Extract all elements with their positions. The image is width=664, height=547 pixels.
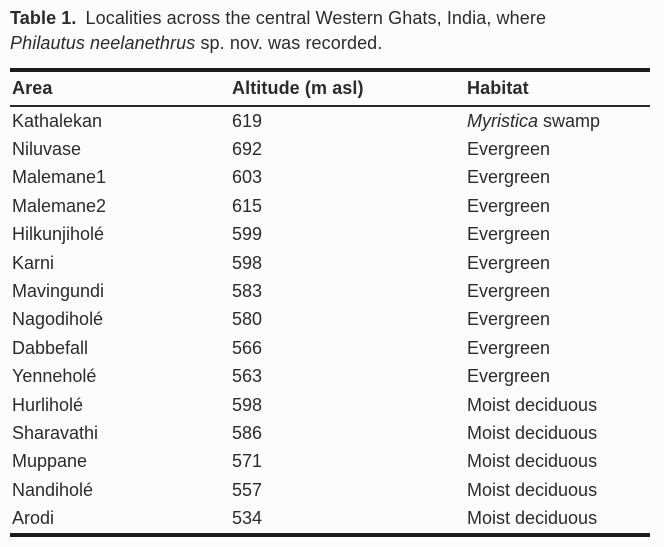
cell-altitude: 580	[232, 309, 263, 330]
cell-habitat-type: Moist deciduous	[467, 422, 598, 443]
table-body: Kathalekan 619 Myristica swamp Niluvase …	[10, 107, 664, 533]
cell-area: Sharavathi	[12, 422, 99, 443]
cell-altitude: 599	[232, 224, 263, 245]
cell-habitat: Moist deciduous	[465, 423, 650, 444]
caption-line-1: Table 1. Localities across the central We…	[10, 6, 655, 31]
table-row: Muppane 571 Moist deciduous	[10, 448, 650, 476]
cell-altitude: 563	[232, 366, 263, 387]
table-header-rule	[10, 105, 650, 107]
cell-habitat: Evergreen	[465, 366, 650, 387]
table-top-rule	[10, 68, 650, 72]
cell-area: Karni	[12, 252, 55, 273]
table-row: Mavingundi 583 Evergreen	[10, 277, 650, 305]
cell-habitat-type: Moist deciduous	[467, 508, 598, 529]
cell-habitat-genus: Myristica	[467, 110, 538, 131]
column-header-altitude: Altitude (m asl)	[232, 78, 364, 98]
caption-line-2: Philautus neelanethrus sp. nov. was reco…	[10, 31, 655, 56]
table-row: Niluvase 692 Evergreen	[10, 135, 650, 163]
cell-altitude: 598	[232, 252, 263, 273]
cell-altitude: 534	[232, 508, 263, 529]
cell-habitat-type: Evergreen	[467, 167, 551, 188]
table-header-row: Area Altitude (m asl) Habitat	[10, 72, 650, 105]
table-row: Nandiholé 557 Moist deciduous	[10, 476, 650, 504]
cell-habitat-type: swamp	[538, 110, 601, 131]
cell-altitude: 566	[232, 337, 263, 358]
cell-altitude: 583	[232, 281, 263, 302]
cell-area: Muppane	[12, 451, 88, 472]
cell-habitat-type: Evergreen	[467, 337, 551, 358]
cell-habitat: Evergreen	[465, 139, 650, 160]
column-header-habitat: Habitat	[467, 78, 529, 98]
cell-habitat: Evergreen	[465, 309, 650, 330]
caption-table-number: Table 1.	[10, 8, 77, 28]
cell-area: Yenneholé	[12, 366, 97, 387]
cell-altitude: 692	[232, 139, 263, 160]
cell-altitude: 557	[232, 479, 263, 500]
cell-area: Hilkunjiholé	[12, 224, 105, 245]
cell-altitude: 571	[232, 451, 263, 472]
cell-area: Dabbefall	[12, 337, 89, 358]
table-row: Arodi 534 Moist deciduous	[10, 504, 650, 532]
cell-habitat: Myristica swamp	[465, 111, 650, 132]
table-row: Kathalekan 619 Myristica swamp	[10, 107, 650, 135]
cell-area: Kathalekan	[12, 110, 103, 131]
cell-habitat: Evergreen	[465, 167, 650, 188]
cell-area: Arodi	[12, 508, 55, 529]
caption-text-line2: sp. nov. was recorded.	[195, 33, 383, 53]
table-row: Hilkunjiholé 599 Evergreen	[10, 221, 650, 249]
table-row: Dabbefall 566 Evergreen	[10, 334, 650, 362]
cell-habitat: Evergreen	[465, 338, 650, 359]
table-row: Malemane2 615 Evergreen	[10, 192, 650, 220]
cell-habitat-type: Moist deciduous	[467, 394, 598, 415]
cell-habitat: Moist deciduous	[465, 451, 650, 472]
cell-habitat-type: Evergreen	[467, 281, 551, 302]
cell-habitat-type: Evergreen	[467, 139, 551, 160]
cell-altitude: 603	[232, 167, 263, 188]
cell-habitat: Evergreen	[465, 253, 650, 274]
cell-habitat-type: Evergreen	[467, 309, 551, 330]
cell-area: Nandiholé	[12, 479, 94, 500]
caption-species-name: Philautus neelanethrus	[10, 33, 196, 53]
table-bottom-rule	[10, 532, 650, 537]
table-row: Sharavathi 586 Moist deciduous	[10, 419, 650, 447]
column-header-area: Area	[12, 78, 53, 98]
cell-habitat: Evergreen	[465, 224, 650, 245]
cell-habitat-type: Evergreen	[467, 366, 551, 387]
cell-habitat-type: Evergreen	[467, 195, 551, 216]
table-caption: Table 1. Localities across the central We…	[10, 6, 655, 56]
table-row: Malemane1 603 Evergreen	[10, 164, 650, 192]
cell-altitude: 586	[232, 422, 263, 443]
cell-area: Hurliholé	[12, 394, 84, 415]
cell-habitat: Evergreen	[465, 281, 650, 302]
cell-habitat: Moist deciduous	[465, 395, 650, 416]
cell-habitat-type: Moist deciduous	[467, 479, 598, 500]
table-row: Hurliholé 598 Moist deciduous	[10, 391, 650, 419]
cell-area: Malemane1	[12, 167, 107, 188]
caption-text-line1: Localities across the central Western Gh…	[85, 8, 547, 28]
cell-habitat-type: Moist deciduous	[467, 451, 598, 472]
table-row: Yenneholé 563 Evergreen	[10, 363, 650, 391]
cell-habitat-type: Evergreen	[467, 224, 551, 245]
cell-altitude: 619	[232, 110, 263, 131]
cell-altitude: 615	[232, 195, 263, 216]
cell-area: Niluvase	[12, 139, 82, 160]
cell-habitat-type: Evergreen	[467, 252, 551, 273]
cell-area: Malemane2	[12, 195, 107, 216]
cell-habitat: Moist deciduous	[465, 480, 650, 501]
table-row: Nagodiholé 580 Evergreen	[10, 306, 650, 334]
cell-area: Mavingundi	[12, 281, 105, 302]
cell-habitat: Moist deciduous	[465, 508, 650, 529]
cell-habitat: Evergreen	[465, 196, 650, 217]
cell-area: Nagodiholé	[12, 309, 104, 330]
cell-altitude: 598	[232, 394, 263, 415]
table-row: Karni 598 Evergreen	[10, 249, 650, 277]
